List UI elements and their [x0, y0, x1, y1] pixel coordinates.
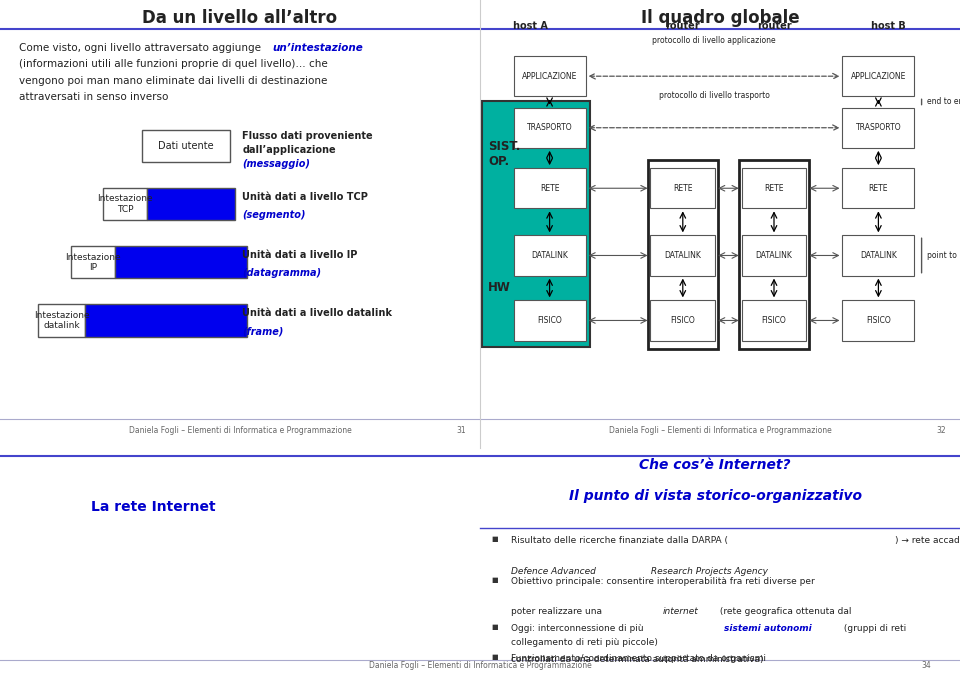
- Text: FISICO: FISICO: [761, 316, 786, 325]
- Text: DATALINK: DATALINK: [531, 251, 568, 260]
- Text: Research Projects Agency: Research Projects Agency: [648, 567, 768, 576]
- Text: ■: ■: [492, 577, 498, 583]
- Text: FISICO: FISICO: [866, 316, 891, 325]
- Text: FISICO: FISICO: [670, 316, 695, 325]
- Text: Dati utente: Dati utente: [158, 141, 214, 151]
- Text: end to end: end to end: [927, 98, 960, 106]
- Text: Oggi: interconnessione di più: Oggi: interconnessione di più: [511, 624, 646, 634]
- Text: 34: 34: [922, 661, 931, 670]
- Text: TRASPORTO: TRASPORTO: [527, 123, 572, 132]
- Bar: [84, 305, 248, 336]
- Bar: [514, 168, 586, 208]
- Bar: [651, 168, 715, 208]
- Text: Unità dati a livello TCP: Unità dati a livello TCP: [242, 192, 369, 202]
- Bar: [843, 56, 914, 96]
- Text: router: router: [665, 22, 700, 32]
- Text: ) → rete accademica ARPANET nel 1969: ) → rete accademica ARPANET nel 1969: [895, 537, 960, 545]
- Bar: [38, 305, 84, 336]
- Text: RETE: RETE: [869, 184, 888, 193]
- Bar: [651, 301, 715, 340]
- Text: ■: ■: [492, 654, 498, 660]
- Text: attraversati in senso inverso: attraversati in senso inverso: [19, 92, 169, 102]
- Bar: [514, 301, 586, 340]
- Text: dall’applicazione: dall’applicazione: [242, 145, 336, 155]
- Text: poter realizzare una: poter realizzare una: [511, 607, 605, 617]
- Bar: [482, 101, 590, 347]
- Text: Risultato delle ricerche finanziate dalla DARPA (: Risultato delle ricerche finanziate dall…: [511, 537, 728, 545]
- Text: collegamento di reti più piccole): collegamento di reti più piccole): [511, 638, 658, 647]
- Text: (gruppi di reti: (gruppi di reti: [841, 624, 906, 634]
- Text: sistemi autonomi: sistemi autonomi: [724, 624, 811, 634]
- Text: protocollo di livello trasporto: protocollo di livello trasporto: [659, 90, 769, 100]
- Text: TRASPORTO: TRASPORTO: [855, 123, 901, 132]
- Text: Intestazione
datalink: Intestazione datalink: [34, 311, 89, 330]
- Text: (informazioni utili alle funzioni proprie di quel livello)… che: (informazioni utili alle funzioni propri…: [19, 59, 328, 69]
- Text: Flusso dati proveniente: Flusso dati proveniente: [242, 131, 373, 141]
- Text: Come visto, ogni livello attraversato aggiunge: Come visto, ogni livello attraversato ag…: [19, 42, 264, 53]
- Text: Unità dati a livello datalink: Unità dati a livello datalink: [242, 308, 393, 318]
- Bar: [514, 235, 586, 276]
- Text: DATALINK: DATALINK: [664, 251, 701, 260]
- Text: 32: 32: [936, 426, 946, 435]
- Text: un’intestazione: un’intestazione: [273, 42, 363, 53]
- Text: protocollo di livello applicazione: protocollo di livello applicazione: [652, 36, 776, 44]
- Text: internet: internet: [662, 607, 698, 617]
- Text: Da un livello all’altro: Da un livello all’altro: [142, 9, 338, 27]
- Text: ■: ■: [492, 624, 498, 630]
- Text: Intestazione
TCP: Intestazione TCP: [98, 194, 153, 214]
- Bar: [648, 160, 718, 348]
- Bar: [739, 160, 808, 348]
- Text: DATALINK: DATALINK: [756, 251, 792, 260]
- Bar: [514, 108, 586, 148]
- Bar: [843, 108, 914, 148]
- Text: RETE: RETE: [540, 184, 560, 193]
- Text: controllati da una determinata autorità amministrativa): controllati da una determinata autorità …: [511, 655, 763, 664]
- Text: point to point: point to point: [927, 251, 960, 260]
- Text: host B: host B: [871, 22, 905, 32]
- Text: La rete Internet: La rete Internet: [91, 500, 216, 514]
- Text: Il quadro globale: Il quadro globale: [640, 9, 800, 27]
- Bar: [71, 246, 115, 278]
- Text: (messaggio): (messaggio): [242, 160, 310, 169]
- Text: (datagramma): (datagramma): [242, 268, 322, 278]
- Text: Funzionamento/coordinamento supportato da organismi: Funzionamento/coordinamento supportato d…: [511, 654, 766, 663]
- Bar: [104, 188, 148, 220]
- Text: (frame): (frame): [242, 327, 284, 337]
- Bar: [843, 301, 914, 340]
- Bar: [514, 56, 586, 96]
- Text: RETE: RETE: [673, 184, 692, 193]
- Text: Defence Advanced: Defence Advanced: [511, 567, 595, 576]
- Text: Daniela Fogli – Elementi di Informatica e Programmazione: Daniela Fogli – Elementi di Informatica …: [129, 426, 351, 435]
- Text: (rete geografica ottenuta dal: (rete geografica ottenuta dal: [717, 607, 852, 617]
- Bar: [741, 168, 806, 208]
- Bar: [651, 235, 715, 276]
- Text: host A: host A: [513, 22, 548, 32]
- Text: APPLICAZIONE: APPLICAZIONE: [522, 71, 577, 81]
- Bar: [843, 168, 914, 208]
- Text: vengono poi man mano eliminate dai livelli di destinazione: vengono poi man mano eliminate dai livel…: [19, 75, 327, 86]
- Text: Daniela Fogli – Elementi di Informatica e Programmazione: Daniela Fogli – Elementi di Informatica …: [609, 426, 831, 435]
- Text: (segmento): (segmento): [242, 210, 306, 220]
- Text: FISICO: FISICO: [538, 316, 562, 325]
- Bar: [843, 235, 914, 276]
- Bar: [741, 301, 806, 340]
- Text: Che cos’è Internet?: Che cos’è Internet?: [639, 458, 791, 472]
- Bar: [147, 188, 235, 220]
- Text: Daniela Fogli – Elementi di Informatica e Programmazione: Daniela Fogli – Elementi di Informatica …: [369, 661, 591, 670]
- Text: Intestazione
IP: Intestazione IP: [65, 253, 121, 272]
- Bar: [115, 246, 248, 278]
- Text: SIST.
OP.: SIST. OP.: [489, 140, 520, 168]
- Text: Unità dati a livello IP: Unità dati a livello IP: [242, 250, 358, 260]
- Text: DATALINK: DATALINK: [860, 251, 897, 260]
- Bar: [142, 129, 230, 162]
- Text: APPLICAZIONE: APPLICAZIONE: [851, 71, 906, 81]
- Bar: [741, 235, 806, 276]
- Text: Obiettivo principale: consentire interoperabilità fra reti diverse per: Obiettivo principale: consentire interop…: [511, 577, 814, 586]
- Text: HW: HW: [489, 282, 511, 295]
- Text: RETE: RETE: [764, 184, 783, 193]
- Text: router: router: [756, 22, 791, 32]
- Text: ■: ■: [492, 537, 498, 543]
- Text: Il punto di vista storico-organizzativo: Il punto di vista storico-organizzativo: [568, 489, 862, 503]
- Text: 31: 31: [456, 426, 466, 435]
